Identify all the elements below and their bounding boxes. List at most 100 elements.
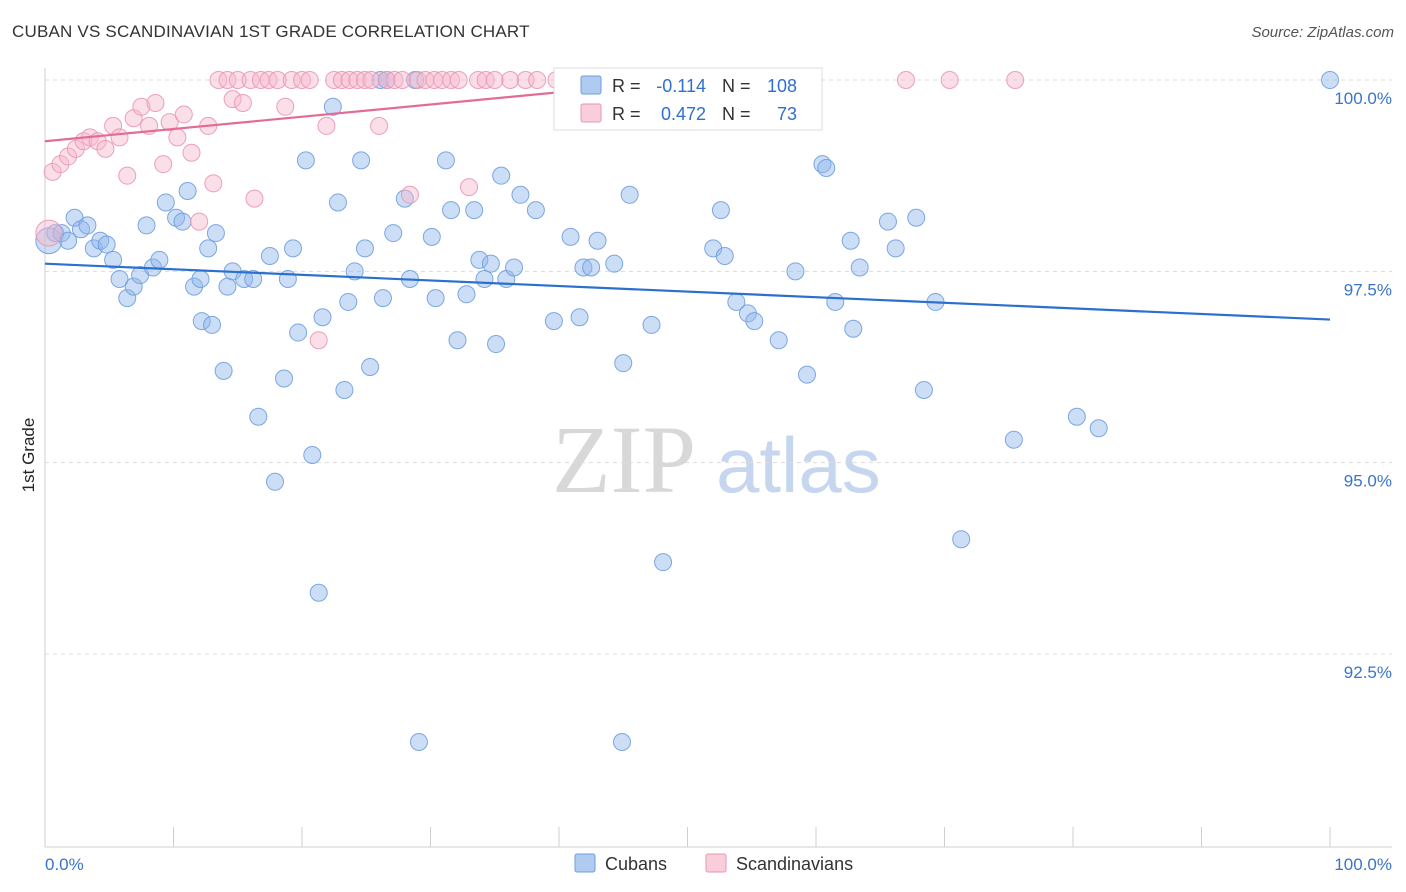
point-cubans — [409, 733, 428, 752]
point-cubans — [110, 269, 129, 288]
y-axis-label: 1st Grade — [19, 418, 38, 493]
point-cubans — [361, 358, 380, 376]
point-cubans — [266, 472, 285, 491]
point-scandinavians — [370, 116, 389, 135]
point-scandinavians — [43, 162, 62, 181]
point-cubans — [448, 331, 467, 350]
legend-n-label-cubans: N = — [722, 76, 751, 96]
point-scandinavians — [66, 139, 85, 158]
point-scandinavians — [146, 93, 165, 112]
point-scandinavians — [449, 71, 468, 89]
point-scandinavians — [1006, 71, 1025, 89]
bottom-legend-swatch-cubans — [574, 853, 596, 873]
point-cubans — [570, 308, 589, 327]
point-cubans — [878, 212, 897, 231]
point-scandinavians — [110, 128, 129, 147]
point-cubans — [218, 277, 237, 296]
point-cubans — [150, 250, 169, 269]
point-cubans — [296, 151, 315, 170]
point-cubans — [355, 239, 374, 258]
point-cubans — [185, 277, 204, 296]
point-cubans — [841, 231, 860, 250]
point-cubans — [642, 315, 661, 334]
trend-line-cubans — [44, 262, 1331, 321]
point-cubans — [244, 269, 263, 288]
point-scandinavians — [118, 166, 137, 185]
point-scandinavians — [190, 212, 209, 231]
legend-r-label-scandinavians: R = — [612, 104, 641, 124]
point-cubans — [711, 201, 730, 220]
y-tick-label: 95.0% — [1344, 472, 1392, 491]
point-cubans — [738, 304, 757, 323]
point-scandinavians — [268, 71, 287, 89]
point-cubans — [511, 185, 530, 204]
point-scandinavians — [35, 219, 63, 247]
point-cubans — [303, 446, 322, 465]
point-cubans — [654, 553, 673, 572]
legend-r-value-cubans: -0.114 — [656, 76, 706, 96]
point-cubans — [907, 208, 926, 227]
point-cubans — [328, 193, 347, 212]
point-cubans — [605, 254, 624, 273]
point-cubans — [1067, 407, 1086, 426]
point-scandinavians — [204, 174, 223, 193]
point-cubans — [118, 289, 137, 308]
point-cubans — [826, 292, 845, 311]
point-cubans — [192, 312, 211, 331]
point-scandinavians — [896, 71, 915, 89]
point-scandinavians — [940, 71, 959, 89]
point-cubans — [612, 733, 631, 752]
point-cubans — [886, 239, 905, 258]
point-cubans — [457, 285, 476, 304]
y-tick-label: 100.0% — [1334, 89, 1392, 108]
point-scandinavians — [332, 71, 351, 89]
point-cubans — [178, 181, 197, 200]
point-scandinavians — [174, 105, 193, 124]
source-label: Source: ZipAtlas.com — [1251, 24, 1394, 41]
point-scandinavians — [325, 71, 344, 89]
y-tick-labels: 100.0% 97.5% 95.0% 92.5% — [1334, 89, 1392, 682]
point-cubans — [422, 227, 441, 246]
watermark-zip: ZIP — [552, 406, 696, 513]
legend-n-label-scandinavians: N = — [722, 104, 751, 124]
point-cubans — [769, 331, 788, 350]
point-scandinavians — [293, 71, 311, 89]
point-cubans — [442, 201, 461, 220]
point-cubans — [614, 354, 633, 373]
watermark: ZIP atlas — [552, 406, 881, 513]
point-cubans — [487, 335, 506, 354]
gridlines — [45, 79, 1392, 655]
point-cubans — [78, 216, 97, 235]
point-scandinavians — [233, 93, 252, 112]
point-scandinavians — [182, 143, 201, 162]
point-scandinavians — [485, 71, 504, 89]
point-cubans — [1089, 419, 1108, 438]
point-scandinavians — [362, 71, 381, 89]
point-scandinavians — [168, 128, 187, 147]
point-scandinavians — [393, 71, 412, 89]
point-scandinavians — [282, 71, 301, 89]
point-scandinavians — [348, 71, 367, 89]
legend-n-value-cubans: 108 — [767, 76, 797, 96]
point-scandinavians — [528, 71, 547, 89]
point-cubans — [481, 254, 500, 273]
point-cubans — [1321, 71, 1339, 89]
point-cubans — [582, 258, 601, 277]
point-cubans — [844, 319, 863, 338]
point-scandinavians — [160, 113, 179, 132]
point-cubans — [214, 361, 233, 380]
point-cubans — [574, 258, 593, 277]
point-cubans — [104, 250, 123, 269]
point-scandinavians — [377, 71, 396, 89]
point-scandinavians — [300, 71, 319, 89]
point-cubans — [786, 262, 805, 281]
point-cubans — [345, 262, 364, 281]
point-scandinavians — [245, 189, 264, 208]
point-scandinavians — [309, 331, 328, 350]
chart-title: CUBAN VS SCANDINAVIAN 1ST GRADE CORRELAT… — [12, 22, 530, 41]
point-cubans — [745, 312, 764, 331]
point-scandinavians — [355, 71, 374, 89]
x-tick-label-min: 0.0% — [45, 855, 84, 874]
point-scandinavians — [317, 116, 336, 135]
point-cubans — [352, 151, 371, 170]
